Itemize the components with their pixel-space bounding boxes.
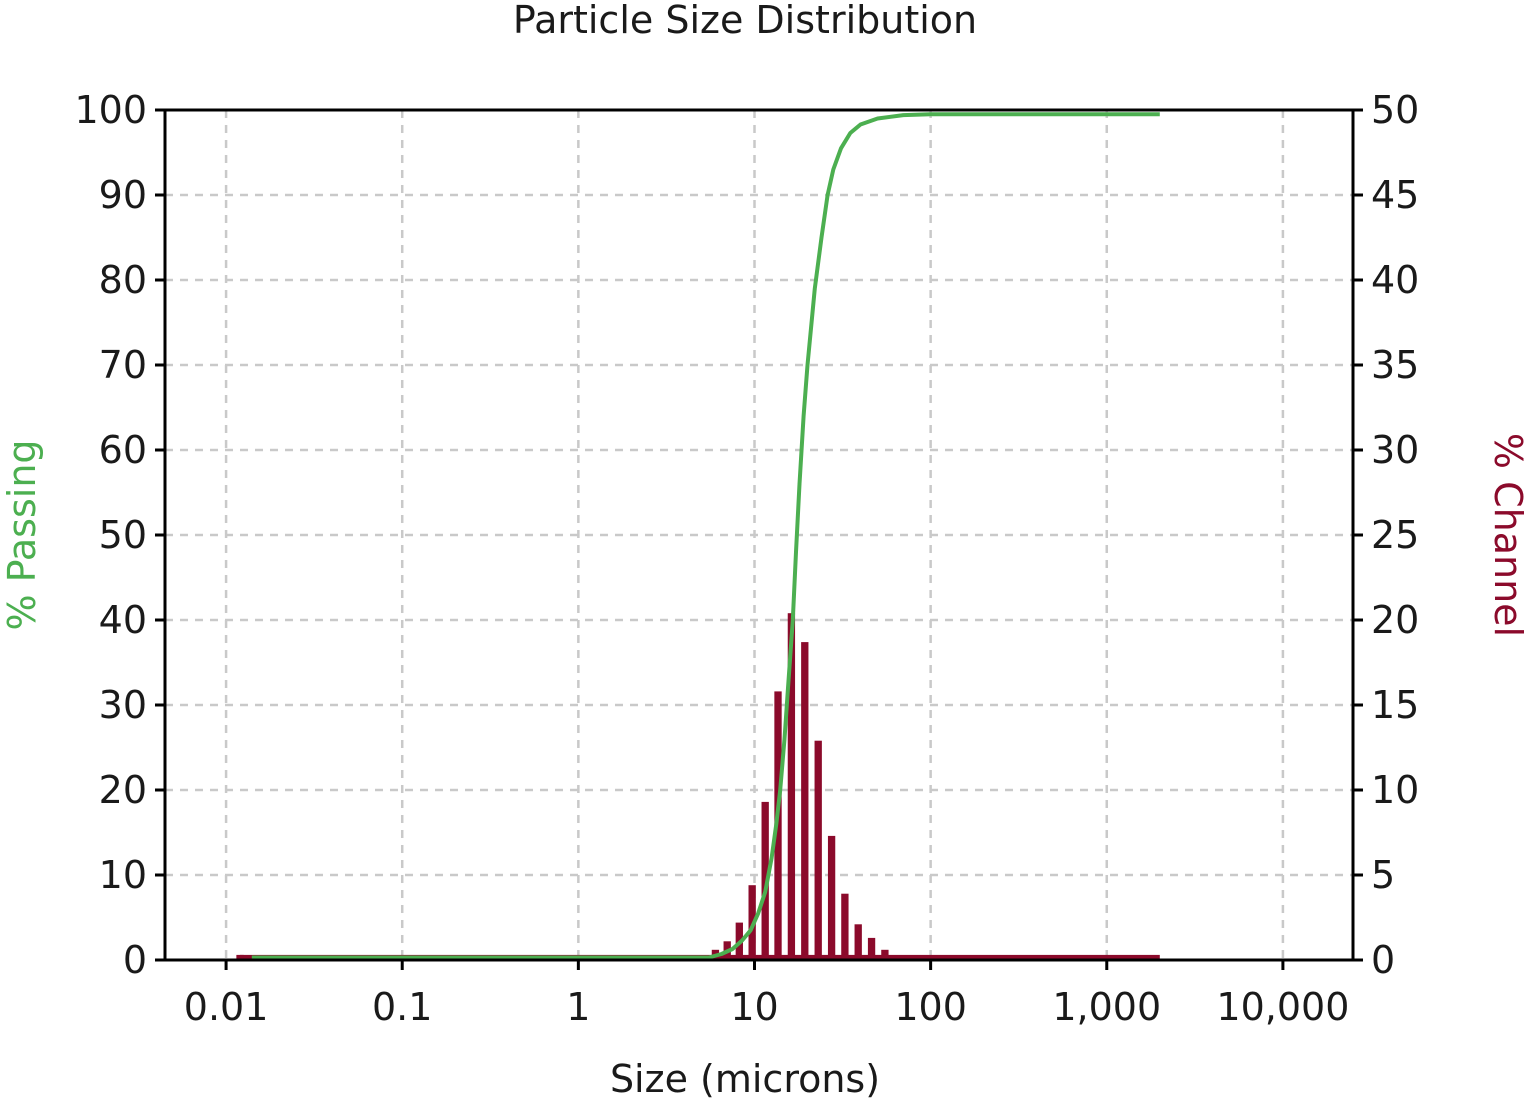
channel-bar <box>854 924 862 960</box>
x-tick-label: 1 <box>566 985 590 1029</box>
left-axis-label: % Passing <box>0 439 44 630</box>
right-tick-label: 0 <box>1371 938 1395 982</box>
right-tick-label: 25 <box>1371 513 1419 557</box>
x-tick-label: 0.01 <box>184 985 269 1029</box>
left-tick-label: 20 <box>99 768 147 812</box>
left-tick-label: 60 <box>99 428 147 472</box>
left-tick-label: 40 <box>99 598 147 642</box>
x-tick-label: 100 <box>894 985 967 1029</box>
channel-bar <box>814 740 822 960</box>
right-tick-label: 50 <box>1371 88 1419 132</box>
x-axis-label: Size (microns) <box>610 1057 880 1101</box>
axis-ticks: 0.01 0.1 1 10 100 1,000 10,0000102030405060708… <box>74 88 1419 1029</box>
x-tick-label: 1,000 <box>1052 985 1161 1029</box>
grid-lines <box>165 110 1353 960</box>
right-tick-label: 40 <box>1371 258 1419 302</box>
left-tick-label: 70 <box>99 343 147 387</box>
right-tick-label: 45 <box>1371 173 1419 217</box>
left-tick-label: 80 <box>99 258 147 302</box>
right-axis-label: % Channel <box>1486 433 1529 637</box>
x-tick-label: 10 <box>730 985 778 1029</box>
right-tick-label: 30 <box>1371 428 1419 472</box>
left-tick-label: 100 <box>74 88 147 132</box>
channel-bar <box>841 893 849 960</box>
passing-line <box>251 112 1160 960</box>
left-tick-label: 30 <box>99 683 147 727</box>
channel-bar <box>827 835 836 960</box>
left-tick-label: 0 <box>123 938 147 982</box>
left-tick-label: 90 <box>99 173 147 217</box>
channel-bar <box>881 949 889 960</box>
channel-bar <box>236 954 244 960</box>
right-tick-label: 15 <box>1371 683 1419 727</box>
channel-bar <box>787 613 796 960</box>
passing-curve <box>251 112 1160 960</box>
channel-bar <box>761 801 769 960</box>
x-tick-label: 0.1 <box>372 985 432 1029</box>
left-tick-label: 50 <box>99 513 147 557</box>
channel-bar <box>801 642 809 960</box>
chart-title: Particle Size Distribution <box>513 0 977 42</box>
right-tick-label: 10 <box>1371 768 1419 812</box>
right-tick-label: 20 <box>1371 598 1419 642</box>
right-tick-label: 5 <box>1371 853 1395 897</box>
right-tick-label: 35 <box>1371 343 1419 387</box>
x-tick-label: 10,000 <box>1216 985 1349 1029</box>
channel-bar <box>867 937 876 960</box>
left-tick-label: 10 <box>99 853 147 897</box>
